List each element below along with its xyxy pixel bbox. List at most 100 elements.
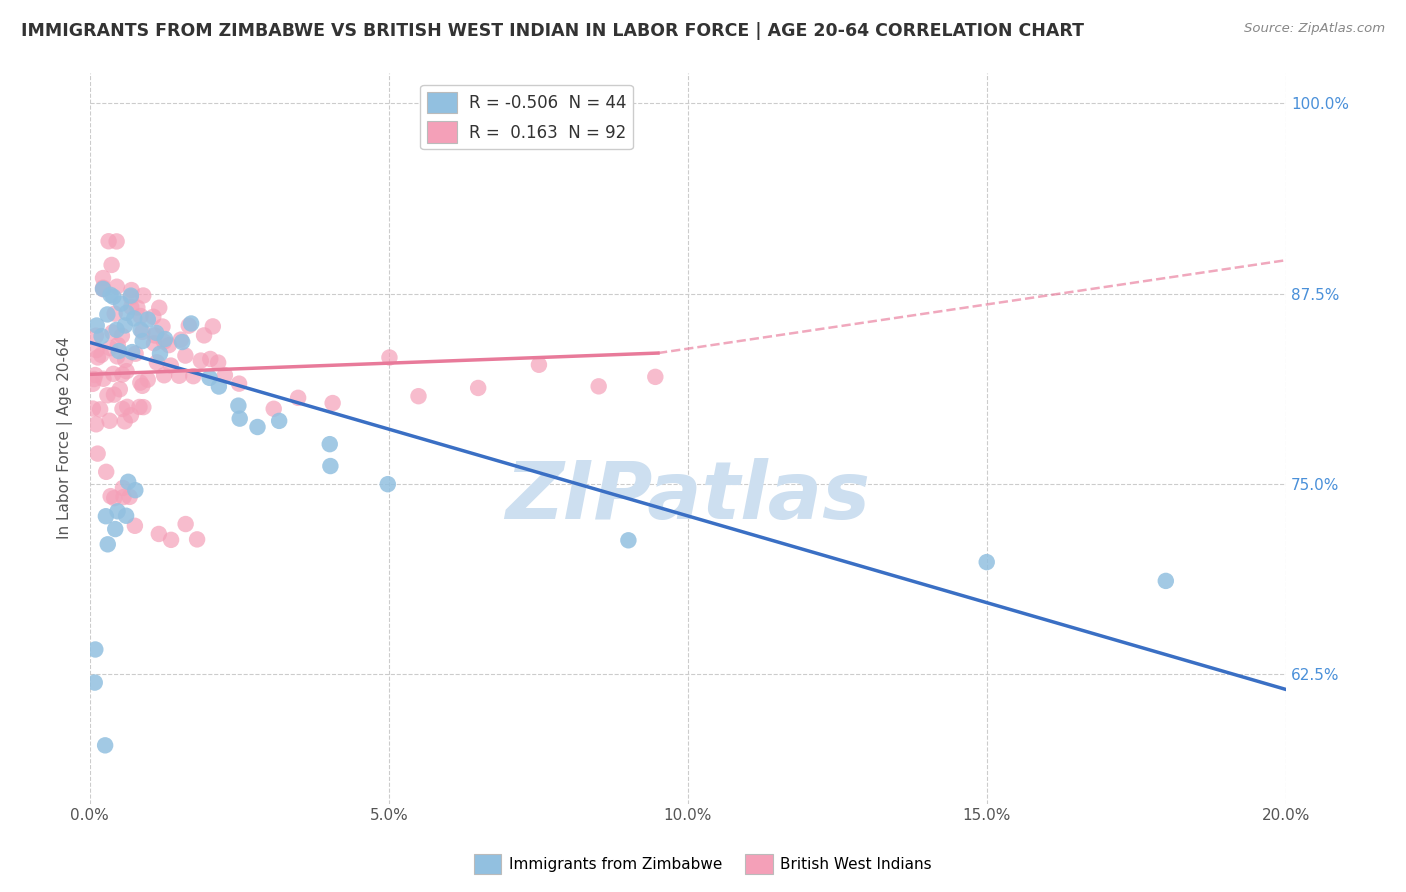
Point xyxy=(91,282,114,296)
Point xyxy=(174,349,197,363)
Point xyxy=(114,353,136,368)
Legend: R = -0.506  N = 44, R =  0.163  N = 92: R = -0.506 N = 44, R = 0.163 N = 92 xyxy=(420,85,633,150)
Point xyxy=(180,317,202,331)
Point xyxy=(115,400,138,414)
Point xyxy=(120,290,142,304)
Point xyxy=(214,368,236,383)
Point xyxy=(228,399,250,413)
Point xyxy=(148,301,170,315)
Point xyxy=(148,527,170,541)
Point xyxy=(100,288,122,302)
Point xyxy=(142,310,165,324)
Point xyxy=(96,465,118,479)
Point xyxy=(527,358,550,372)
Point xyxy=(263,401,285,416)
Point xyxy=(124,483,146,498)
Point xyxy=(228,376,250,391)
Point xyxy=(110,296,132,310)
Point xyxy=(89,402,111,417)
Point xyxy=(127,301,149,315)
Point xyxy=(644,369,666,384)
Point xyxy=(136,373,159,387)
Point xyxy=(100,258,122,272)
Point xyxy=(131,379,153,393)
Point xyxy=(588,379,610,393)
Point xyxy=(467,381,489,395)
Point xyxy=(129,323,152,337)
Point xyxy=(131,325,153,339)
Point xyxy=(170,333,193,347)
Text: ZIPatlas: ZIPatlas xyxy=(505,458,870,536)
Point xyxy=(82,376,104,391)
Point xyxy=(87,351,110,365)
Point xyxy=(111,481,134,495)
Point xyxy=(94,739,117,753)
Point xyxy=(149,347,172,361)
Point xyxy=(152,319,174,334)
Point xyxy=(111,401,134,416)
Point xyxy=(98,341,121,355)
Point xyxy=(96,388,118,402)
Point xyxy=(131,334,153,348)
Point xyxy=(153,332,176,346)
Point xyxy=(172,334,194,349)
Point xyxy=(103,367,125,381)
Point xyxy=(322,396,344,410)
Point xyxy=(228,411,250,425)
Point xyxy=(91,281,114,295)
Point xyxy=(86,447,108,461)
Point xyxy=(174,516,197,531)
Text: IMMIGRANTS FROM ZIMBABWE VS BRITISH WEST INDIAN IN LABOR FORCE | AGE 20-64 CORRE: IMMIGRANTS FROM ZIMBABWE VS BRITISH WEST… xyxy=(21,22,1084,40)
Point xyxy=(153,334,176,349)
Y-axis label: In Labor Force | Age 20-64: In Labor Force | Age 20-64 xyxy=(58,337,73,540)
Point xyxy=(97,234,120,248)
Point xyxy=(181,369,204,384)
Point xyxy=(200,351,222,366)
Point xyxy=(112,490,135,504)
Point xyxy=(129,309,152,323)
Point xyxy=(105,235,128,249)
Point xyxy=(122,311,145,326)
Point xyxy=(114,318,136,333)
Point xyxy=(377,477,399,491)
Point xyxy=(198,371,221,385)
Point xyxy=(104,307,127,321)
Point xyxy=(115,306,138,320)
Point xyxy=(146,355,169,369)
Point xyxy=(319,458,342,473)
Point xyxy=(82,401,104,416)
Point xyxy=(153,368,176,383)
Point xyxy=(157,338,180,352)
Point xyxy=(246,420,269,434)
Point xyxy=(167,368,190,383)
Point xyxy=(120,288,142,302)
Point xyxy=(132,400,155,414)
Point xyxy=(108,344,131,359)
Point xyxy=(118,490,141,504)
Point xyxy=(617,533,640,548)
Point xyxy=(129,376,152,390)
Point xyxy=(201,319,224,334)
Point xyxy=(100,489,122,503)
Point xyxy=(84,368,107,382)
Point xyxy=(190,353,212,368)
Point xyxy=(105,350,128,364)
Point xyxy=(83,372,105,386)
Point xyxy=(103,290,125,304)
Point xyxy=(107,504,129,518)
Point xyxy=(90,329,112,343)
Point xyxy=(120,300,142,314)
Point xyxy=(105,279,128,293)
Point xyxy=(103,491,125,505)
Point xyxy=(117,475,139,489)
Point xyxy=(86,343,108,358)
Point xyxy=(84,328,107,343)
Point xyxy=(143,336,166,351)
Legend: Immigrants from Zimbabwe, British West Indians: Immigrants from Zimbabwe, British West I… xyxy=(468,848,938,880)
Point xyxy=(115,508,138,523)
Text: Source: ZipAtlas.com: Source: ZipAtlas.com xyxy=(1244,22,1385,36)
Point xyxy=(121,283,143,297)
Point xyxy=(208,379,231,393)
Point xyxy=(111,328,134,343)
Point xyxy=(177,318,200,333)
